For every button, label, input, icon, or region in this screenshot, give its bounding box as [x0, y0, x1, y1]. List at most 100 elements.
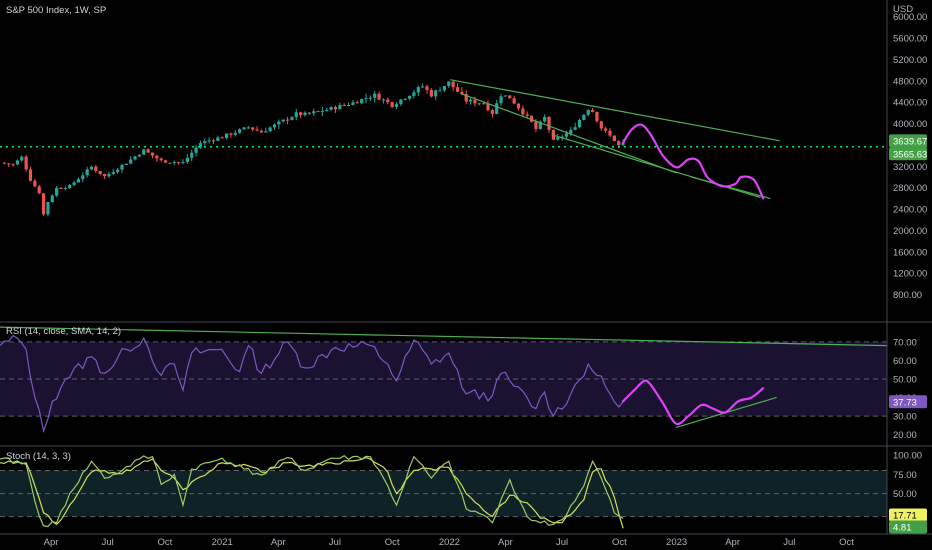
candle-body [464, 94, 468, 102]
trendline-rsi-resistance[interactable] [0, 326, 888, 347]
candle-body [137, 154, 142, 157]
rsi-pane[interactable] [0, 326, 888, 434]
candle-body [525, 114, 529, 116]
candle-body [503, 95, 508, 97]
candle-body [556, 137, 560, 140]
stoch-k-line[interactable] [0, 454, 624, 528]
price-tick-label: 2800.00 [893, 183, 927, 194]
time-tick-label: 2022 [439, 537, 460, 548]
grid-layer [0, 341, 887, 518]
candle-body [473, 99, 477, 104]
candle-body [543, 117, 547, 122]
candle-body [146, 149, 150, 153]
candle-body [486, 103, 490, 111]
candle-body [37, 186, 41, 194]
candle-body [621, 142, 625, 146]
candle-body [272, 124, 277, 128]
trendline-lower-channel-extension[interactable] [690, 176, 771, 199]
candle-body [41, 193, 46, 215]
candle-body [342, 104, 346, 106]
candle-body [299, 112, 303, 116]
candle-body [116, 169, 120, 173]
candle-body [20, 156, 24, 161]
candle-body [351, 102, 355, 105]
candle-body [495, 103, 499, 114]
candle-body [68, 184, 72, 189]
candle-body [451, 81, 455, 88]
candle-body [129, 159, 133, 164]
last-close-badge: 3639.67 [893, 136, 927, 147]
stoch-d-badge-bg [889, 520, 927, 534]
candle-body [229, 133, 233, 135]
candle-body [442, 85, 447, 91]
candle-body [246, 127, 250, 129]
candle-body [538, 121, 542, 129]
candle-body [7, 163, 11, 165]
candle-body [190, 152, 194, 158]
candle-body [194, 147, 198, 153]
candle-body [98, 170, 102, 174]
currency-label: USD [893, 4, 913, 15]
candle-body [285, 119, 290, 121]
candle-body [11, 164, 15, 166]
price-tick-label: 2400.00 [893, 205, 927, 216]
candle-body [163, 160, 168, 163]
candle-body [107, 173, 111, 177]
candle-body [312, 111, 316, 114]
price-tick-label: 4400.00 [893, 98, 927, 109]
candle-body [569, 129, 573, 134]
candle-body [46, 201, 50, 215]
candle-body [329, 107, 333, 110]
candle-body [325, 109, 329, 112]
candle-body [111, 172, 115, 174]
candle-body [177, 162, 181, 164]
candle-body [259, 130, 264, 133]
candle-body [547, 117, 551, 130]
price-tick-label: 800.00 [893, 290, 922, 301]
candle-body [512, 98, 516, 104]
price-tick-label: 4800.00 [893, 76, 927, 87]
rsi-line[interactable] [0, 334, 624, 434]
candle-body [604, 128, 608, 131]
candle-body [534, 121, 538, 129]
candle-body [373, 93, 377, 98]
trendline-upper-channel[interactable] [450, 79, 780, 142]
stoch-pane[interactable] [0, 454, 624, 529]
candle-body [447, 81, 451, 86]
rsi-tick-label: 60.00 [893, 356, 917, 367]
candle-body [468, 99, 473, 102]
candle-body [238, 129, 242, 133]
trendline-middle-channel[interactable] [460, 93, 677, 174]
candle-body [216, 137, 220, 141]
candle-body [63, 188, 67, 190]
candle-body [172, 162, 176, 164]
price-projection-path[interactable] [622, 123, 765, 200]
price-tick-label: 5600.00 [893, 34, 927, 45]
candle-body [224, 133, 229, 138]
candle-body [316, 111, 320, 113]
candle-body [159, 158, 163, 161]
candle-body [242, 127, 246, 130]
candle-body [59, 187, 63, 189]
candle-body [346, 104, 351, 106]
candle-body [386, 99, 390, 103]
candle-body [76, 179, 81, 183]
rsi-projection-path[interactable] [622, 379, 765, 426]
candle-body [421, 86, 425, 88]
candle-body [482, 103, 486, 105]
stoch-k-badge-bg [889, 508, 927, 522]
time-tick-label: 2023 [666, 537, 687, 548]
candle-body [94, 166, 98, 171]
last-close-badge-bg [889, 134, 927, 148]
candle-body [368, 97, 372, 99]
time-tick-label: Apr [44, 537, 59, 548]
candle-body [403, 98, 407, 100]
price-pane[interactable] [0, 79, 887, 217]
time-tick-label: Jul [556, 537, 568, 548]
candle-body [455, 87, 460, 92]
candle-body [394, 104, 399, 107]
candle-body [416, 87, 420, 93]
candle-body [142, 149, 146, 155]
candle-body [233, 132, 237, 135]
